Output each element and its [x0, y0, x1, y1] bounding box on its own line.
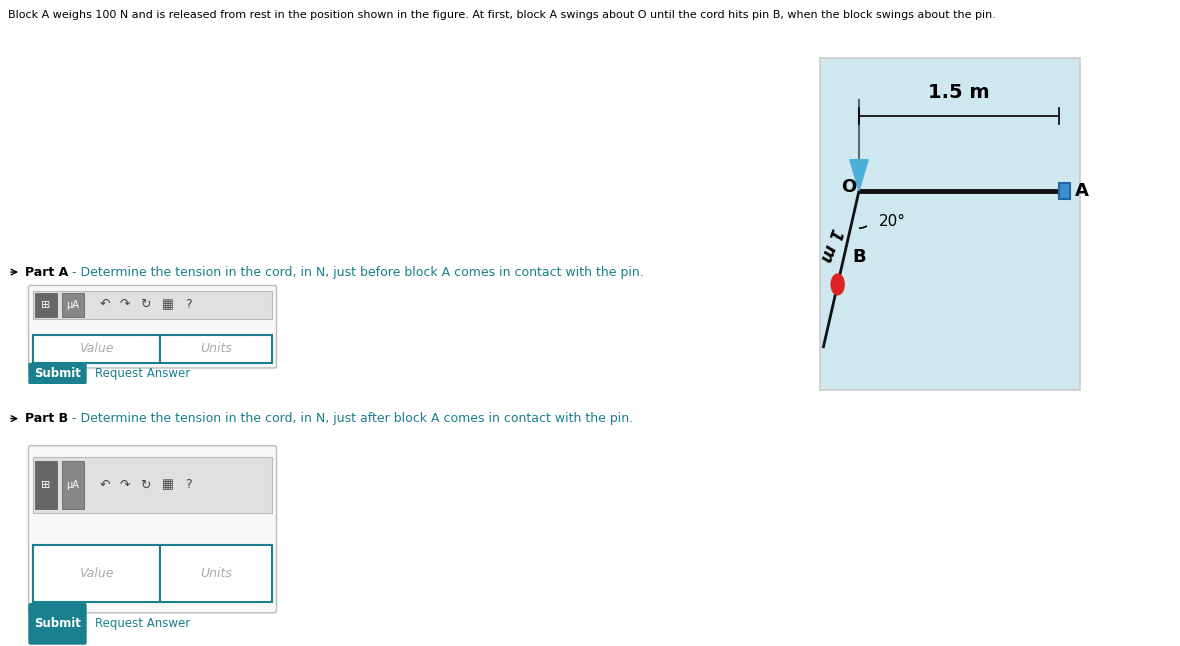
- Text: μA: μA: [66, 480, 79, 490]
- FancyBboxPatch shape: [28, 446, 276, 613]
- Circle shape: [831, 274, 844, 295]
- Text: ↷: ↷: [119, 298, 130, 311]
- Text: Block A weighs 100 N and is released from rest in the position shown in the figu: Block A weighs 100 N and is released fro…: [8, 10, 996, 20]
- Polygon shape: [850, 160, 868, 191]
- Text: ⊞: ⊞: [41, 480, 51, 490]
- Text: ▦: ▦: [162, 479, 173, 492]
- Text: ▦: ▦: [162, 298, 173, 311]
- Bar: [35, 293, 57, 317]
- Text: ↻: ↻: [139, 298, 150, 311]
- Text: Value: Value: [79, 342, 113, 355]
- Text: μA: μA: [66, 300, 79, 310]
- Text: B: B: [852, 247, 866, 266]
- FancyBboxPatch shape: [28, 286, 276, 368]
- Text: Request Answer: Request Answer: [96, 618, 190, 630]
- Text: - Determine the tension in the cord, in N, just after block A comes in contact w: - Determine the tension in the cord, in …: [68, 412, 634, 425]
- Text: ?: ?: [185, 479, 191, 492]
- Text: ↻: ↻: [139, 479, 150, 492]
- Text: Units: Units: [199, 567, 231, 580]
- Text: A: A: [1075, 182, 1089, 200]
- Bar: [159, 335, 273, 362]
- Text: Submit: Submit: [34, 618, 81, 630]
- Text: Part A: Part A: [25, 266, 68, 278]
- Text: 20°: 20°: [878, 214, 905, 229]
- Bar: [159, 545, 273, 601]
- Text: ↶: ↶: [100, 298, 110, 311]
- Text: ↶: ↶: [100, 479, 110, 492]
- Text: Units: Units: [199, 342, 231, 355]
- FancyBboxPatch shape: [30, 364, 86, 383]
- Bar: [33, 545, 159, 601]
- Text: Value: Value: [79, 567, 113, 580]
- Text: O: O: [840, 178, 856, 196]
- Bar: [63, 293, 84, 317]
- Bar: [33, 291, 273, 318]
- Text: Request Answer: Request Answer: [96, 367, 190, 380]
- Text: 1 m: 1 m: [817, 226, 845, 265]
- Bar: [33, 335, 159, 362]
- FancyBboxPatch shape: [30, 604, 86, 644]
- Bar: [1060, 183, 1069, 199]
- Text: Part B: Part B: [25, 412, 68, 425]
- Text: - Determine the tension in the cord, in N, just before block A comes in contact : - Determine the tension in the cord, in …: [68, 266, 644, 278]
- Bar: [63, 461, 84, 509]
- Bar: [35, 461, 57, 509]
- Text: ↷: ↷: [119, 479, 130, 492]
- Text: ?: ?: [185, 298, 191, 311]
- Text: Submit: Submit: [34, 367, 81, 380]
- Text: 1.5 m: 1.5 m: [929, 83, 990, 101]
- Text: ⊞: ⊞: [41, 300, 51, 310]
- Bar: [33, 457, 273, 513]
